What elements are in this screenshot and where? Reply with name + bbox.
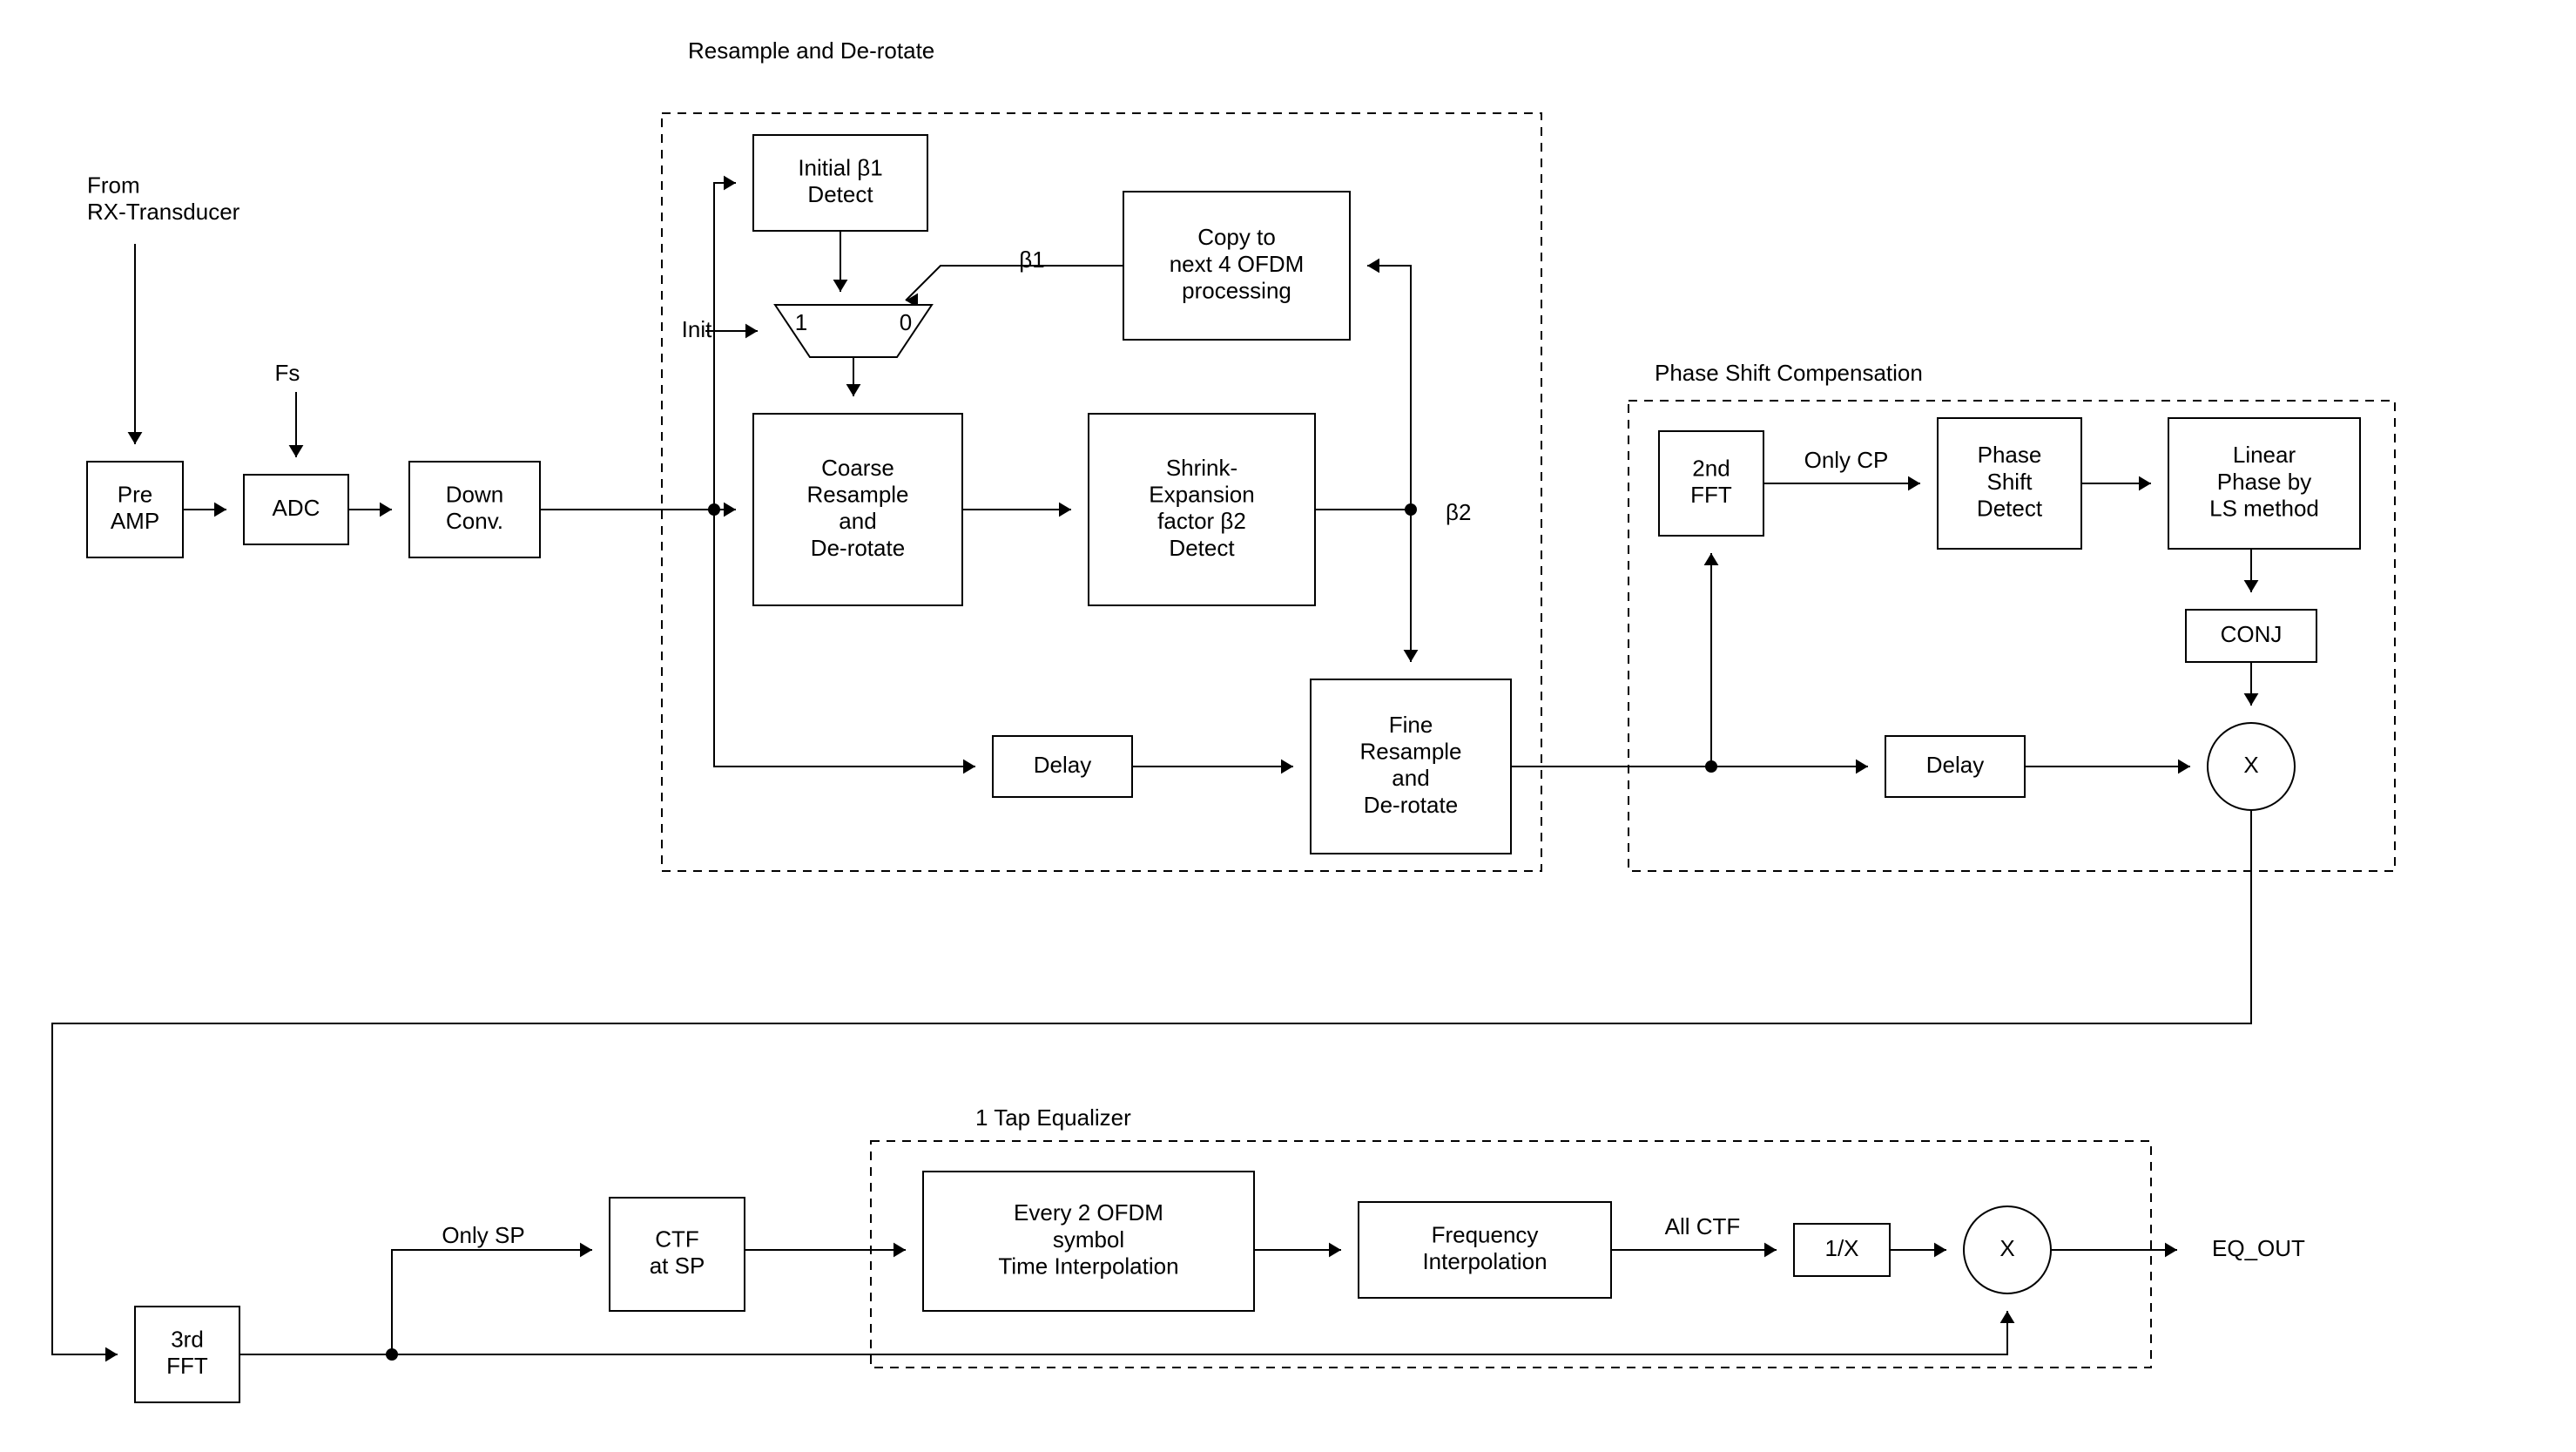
svg-text:factor β2: factor β2 [1157, 508, 1246, 534]
svg-text:De-rotate: De-rotate [811, 535, 905, 561]
block-fft2-label: 2ndFFT [1690, 456, 1732, 509]
svg-text:Shrink-: Shrink- [1166, 455, 1237, 481]
svg-text:Phase by: Phase by [2217, 469, 2311, 495]
node-n1 [708, 503, 720, 516]
svg-text:FFT: FFT [1690, 482, 1732, 508]
block-mult1-label: X [2243, 752, 2258, 778]
svg-text:FFT: FFT [166, 1353, 208, 1379]
svg-text:Detect: Detect [1977, 496, 2043, 522]
svg-text:CTF: CTF [655, 1226, 699, 1253]
svg-text:Expansion: Expansion [1149, 482, 1254, 508]
svg-text:Initial β1: Initial β1 [798, 155, 882, 181]
svg-text:De-rotate: De-rotate [1364, 792, 1458, 818]
svg-text:AMP: AMP [111, 508, 159, 534]
block-delay1-label: Delay [1034, 752, 1091, 778]
label-from-rx: FromRX-Transducer [87, 172, 240, 226]
block-downconv-label: DownConv. [446, 482, 503, 535]
label-onlyCP: Only CP [1804, 447, 1889, 473]
svg-text:Coarse: Coarse [821, 455, 894, 481]
block-fft3-label: 3rdFFT [166, 1327, 208, 1380]
svg-text:Every 2 OFDM: Every 2 OFDM [1014, 1199, 1163, 1226]
block-finterp-label: FrequencyInterpolation [1422, 1222, 1547, 1275]
group-resample-title: Resample and De-rotate [688, 37, 934, 64]
svg-text:next 4 OFDM: next 4 OFDM [1170, 251, 1305, 277]
svg-text:1/X: 1/X [1824, 1235, 1858, 1261]
node-n2 [1405, 503, 1417, 516]
block-conj-label: CONJ [2221, 621, 2283, 647]
svg-text:Time Interpolation: Time Interpolation [998, 1253, 1178, 1280]
mux-init-label: Init [682, 316, 712, 342]
mux-in0-label: 0 [900, 309, 912, 335]
svg-text:From: From [87, 172, 140, 199]
label-onlySP: Only SP [442, 1222, 524, 1248]
svg-text:Delay: Delay [1034, 752, 1091, 778]
block-preamp-label: PreAMP [111, 482, 159, 535]
label-allCTF: All CTF [1665, 1213, 1741, 1239]
svg-text:Conv.: Conv. [446, 508, 503, 534]
group-psc-title: Phase Shift Compensation [1655, 360, 1923, 386]
svg-text:Down: Down [446, 482, 503, 508]
block-delay2-label: Delay [1926, 752, 1984, 778]
group-eq-title: 1 Tap Equalizer [975, 1104, 1131, 1131]
svg-text:Interpolation: Interpolation [1422, 1248, 1547, 1274]
svg-text:3rd: 3rd [171, 1327, 204, 1353]
svg-text:Resample: Resample [1359, 739, 1461, 765]
svg-text:Delay: Delay [1926, 752, 1984, 778]
block-mult2-label: X [1999, 1235, 2014, 1261]
svg-text:Fine: Fine [1389, 712, 1433, 738]
svg-text:2nd: 2nd [1692, 456, 1730, 482]
block-invx-label: 1/X [1824, 1235, 1858, 1261]
svg-text:symbol: symbol [1053, 1226, 1124, 1253]
label-Fs: Fs [275, 360, 300, 386]
svg-text:Linear: Linear [2233, 442, 2296, 468]
label-beta2: β2 [1446, 499, 1471, 525]
svg-text:Resample: Resample [806, 482, 908, 508]
svg-text:Frequency: Frequency [1432, 1222, 1539, 1248]
node-n3 [1705, 760, 1717, 773]
svg-text:ADC: ADC [273, 495, 320, 521]
svg-text:CONJ: CONJ [2221, 621, 2283, 647]
svg-text:Detect: Detect [807, 181, 873, 207]
svg-text:Detect: Detect [1169, 535, 1235, 561]
mux-in1-label: 1 [795, 309, 807, 335]
block-ctfsp-label: CTFat SP [650, 1226, 705, 1280]
label-beta1: β1 [1019, 247, 1044, 273]
svg-text:Pre: Pre [118, 482, 152, 508]
svg-text:RX-Transducer: RX-Transducer [87, 199, 240, 225]
svg-text:Shift: Shift [1986, 469, 2033, 495]
label-eqout: EQ_OUT [2212, 1235, 2305, 1261]
svg-text:and: and [839, 508, 876, 534]
svg-text:Copy to: Copy to [1197, 224, 1276, 250]
svg-text:LS method: LS method [2209, 496, 2319, 522]
block-initB1-label: Initial β1Detect [798, 155, 882, 208]
svg-text:processing: processing [1182, 278, 1291, 304]
svg-text:and: and [1392, 765, 1429, 791]
svg-text:Phase: Phase [1978, 442, 2042, 468]
block-adc-label: ADC [273, 495, 320, 521]
node-n4 [386, 1348, 398, 1361]
svg-text:at SP: at SP [650, 1253, 705, 1279]
